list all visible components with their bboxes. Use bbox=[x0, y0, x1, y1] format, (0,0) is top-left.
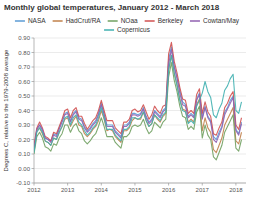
y-tick bbox=[32, 67, 35, 68]
y-tick-label: 0.40 bbox=[18, 108, 30, 114]
legend-label: Berkeley bbox=[158, 17, 184, 25]
title: Monthly global temperatures, January 201… bbox=[4, 3, 220, 12]
y-tick-label: 0.50 bbox=[18, 93, 30, 99]
legend-label: HadCrut/RA bbox=[66, 17, 102, 24]
x-tick bbox=[168, 183, 169, 186]
legend-label: NOaa bbox=[121, 17, 138, 24]
grid-line bbox=[34, 81, 246, 82]
y-tick-label: 0.90 bbox=[18, 35, 30, 41]
legend-swatch bbox=[53, 20, 63, 22]
legend-swatch bbox=[190, 20, 200, 22]
legend-item: Cowtan/May bbox=[190, 17, 240, 25]
x-tick-label: 2014 bbox=[95, 187, 109, 193]
y-tick bbox=[32, 110, 35, 111]
y-tick bbox=[32, 96, 35, 97]
y-tick-label: 0.20 bbox=[18, 137, 30, 143]
y-tick bbox=[32, 81, 35, 82]
y-tick-label: 0.70 bbox=[18, 64, 30, 70]
x-tick bbox=[34, 183, 35, 186]
x-tick bbox=[134, 183, 135, 186]
background bbox=[0, 0, 254, 198]
grid bbox=[34, 38, 246, 183]
axes: -0.10 0.00 0.10 0.20 0.30 0.40 0.50 0.60 0.70 0.8… bbox=[16, 35, 246, 193]
legend-swatch bbox=[108, 20, 118, 22]
grid-line bbox=[34, 38, 246, 39]
y-tick bbox=[32, 38, 35, 39]
x-tick bbox=[202, 183, 203, 186]
x-tick-label: 2015 bbox=[128, 187, 142, 193]
x-tick-label: 2016 bbox=[162, 187, 176, 193]
grid-line bbox=[34, 183, 246, 184]
legend-item: HadCrut/RA bbox=[53, 17, 102, 24]
y-tick bbox=[32, 168, 35, 169]
plot-area bbox=[34, 42, 242, 159]
legend-item: NOaa bbox=[108, 17, 138, 24]
grid-line bbox=[34, 154, 246, 155]
legend-item: NASA bbox=[15, 17, 46, 24]
y-tick bbox=[32, 52, 35, 53]
legend-item: Berkeley bbox=[145, 17, 184, 25]
x-tick bbox=[235, 183, 236, 186]
legend-label: Copernicus bbox=[117, 26, 151, 34]
legend: NASA HadCrut/RA NOaa Berkeley Cowtan/May Cope… bbox=[15, 17, 240, 34]
series-line bbox=[34, 55, 242, 152]
grid-line bbox=[34, 168, 246, 169]
y-tick-label: -0.10 bbox=[16, 180, 30, 186]
x-tick-label: 2012 bbox=[27, 187, 41, 193]
y-tick bbox=[32, 154, 35, 155]
legend-swatch bbox=[104, 29, 114, 31]
legend-item: Copernicus bbox=[104, 26, 151, 34]
series-line bbox=[34, 42, 242, 145]
grid-line bbox=[34, 52, 246, 53]
legend-label: NASA bbox=[28, 17, 46, 24]
y-tick-label: 0.80 bbox=[18, 50, 30, 56]
legend-label: Cowtan/May bbox=[203, 17, 240, 25]
y-axis-label: Degrees C, relative to the 1979-2008 ave… bbox=[3, 49, 9, 171]
y-tick-label: 0.00 bbox=[18, 166, 30, 172]
y-tick bbox=[32, 139, 35, 140]
y-tick-label: 0.10 bbox=[18, 151, 30, 157]
y-tick bbox=[32, 125, 35, 126]
x-tick bbox=[67, 183, 68, 186]
chart: Monthly global temperatures, January 201… bbox=[0, 0, 254, 198]
x-tick bbox=[101, 183, 102, 186]
x-tick-label: 2013 bbox=[61, 187, 75, 193]
x-tick-label: 2017 bbox=[196, 187, 210, 193]
y-axis-line bbox=[34, 38, 35, 183]
x-tick-label: 2018 bbox=[229, 187, 243, 193]
legend-swatch bbox=[145, 20, 155, 22]
x-axis-line bbox=[34, 183, 246, 184]
grid-line bbox=[34, 67, 246, 68]
series-line bbox=[34, 55, 242, 152]
series-line bbox=[34, 50, 242, 150]
y-tick-label: 0.30 bbox=[18, 122, 30, 128]
y-tick bbox=[32, 183, 35, 184]
legend-swatch bbox=[15, 20, 25, 22]
grid-line bbox=[34, 96, 246, 97]
y-tick-label: 0.60 bbox=[18, 79, 30, 85]
